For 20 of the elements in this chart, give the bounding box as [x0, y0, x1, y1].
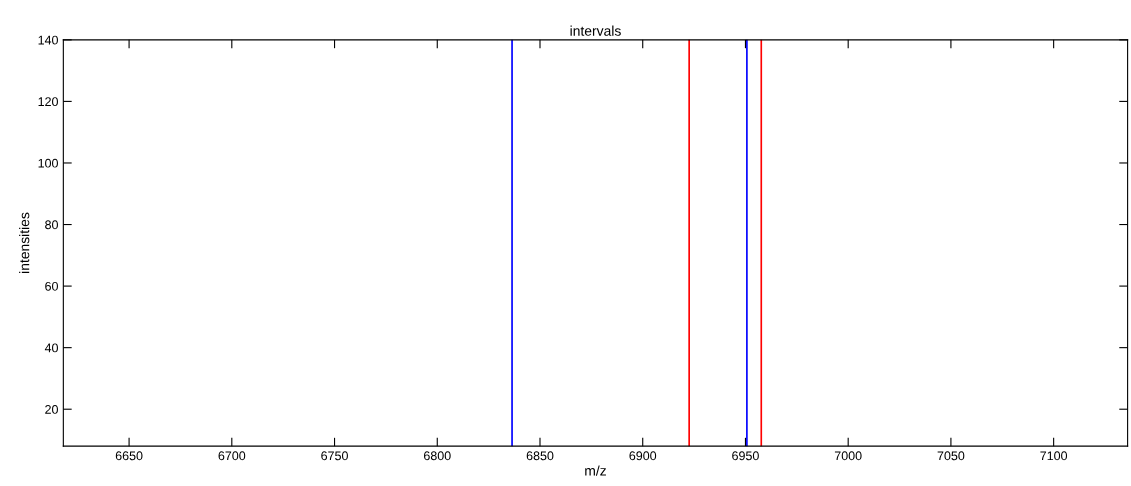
y-tick-label: 140 [38, 35, 58, 45]
x-tick-label: 6800 [424, 451, 451, 461]
y-tick-label: 60 [45, 281, 58, 291]
y-tick-label: 100 [38, 158, 58, 168]
x-tick-label: 7100 [1040, 451, 1068, 461]
x-tick-label: 6650 [115, 451, 143, 461]
y-tick-label: 20 [45, 405, 58, 414]
y-tick-label: 40 [44, 343, 58, 353]
x-tick-label: 6950 [732, 451, 759, 461]
x-tick-label: 7050 [937, 451, 965, 461]
x-tick-label: 7000 [834, 451, 862, 461]
x-tick-label: 6750 [321, 451, 348, 461]
x-tick-label: 6900 [629, 451, 657, 461]
x-tick-label: 6850 [526, 451, 554, 461]
chart-title: intervals [570, 25, 621, 36]
x-axis-title: m/z [585, 465, 606, 476]
y-tick-label: 80 [45, 220, 58, 230]
x-tick-label: 6700 [218, 451, 246, 461]
y-tick-label: 120 [38, 97, 58, 107]
y-axis-title: intensities [19, 212, 30, 273]
